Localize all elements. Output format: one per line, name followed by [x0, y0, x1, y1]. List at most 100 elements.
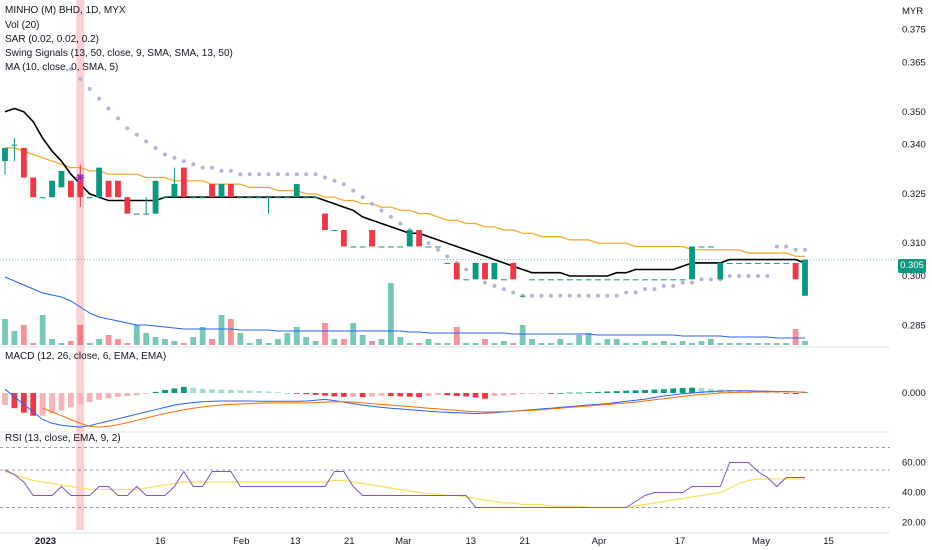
macd-histogram-bar [651, 389, 658, 393]
candle [773, 262, 780, 264]
candle [58, 170, 65, 188]
candle [679, 279, 686, 281]
candle [237, 197, 244, 199]
macd-histogram-bar [482, 393, 488, 399]
sar-dot [605, 293, 610, 298]
candle-body [256, 197, 263, 199]
legend-sar[interactable]: SAR (0.02, 0.02, 0.2) [5, 34, 99, 45]
volume-bar [2, 319, 8, 345]
legend-swing-signals[interactable]: Swing Signals (13, 50, close, 9, SMA, SM… [5, 48, 233, 59]
sar-dot [210, 165, 215, 170]
candle-body [529, 279, 535, 281]
candle-body [322, 213, 328, 231]
price-tick-label: 0.340 [902, 140, 926, 151]
sar-dot [567, 293, 572, 298]
rsi-pane[interactable] [0, 447, 890, 509]
sar-dot [181, 159, 186, 164]
sar-dot [247, 172, 252, 177]
macd-histogram-bar [792, 393, 799, 395]
candle-body [331, 230, 338, 232]
candle-body [491, 262, 498, 280]
macd-histogram-bar [20, 393, 27, 413]
candle-body [275, 197, 281, 199]
legend-vol[interactable]: Vol (20) [5, 20, 40, 31]
candle [707, 246, 714, 248]
sar-dot [661, 283, 666, 288]
volume-pane[interactable] [2, 276, 808, 345]
candle [397, 246, 404, 248]
macd-histogram-bar [30, 393, 37, 416]
volume-bar [105, 335, 112, 345]
macd-histogram-bar [152, 391, 159, 393]
legend-macd[interactable]: MACD (12, 26, close, 6, EMA, EMA) [5, 351, 167, 362]
rsi-ma-line [4, 470, 805, 509]
candle [39, 197, 46, 199]
price-pane[interactable] [0, 67, 895, 298]
volume-bar [529, 339, 535, 345]
rsi-line [4, 462, 805, 508]
macd-histogram-bar [547, 393, 554, 394]
candle-body [218, 184, 225, 198]
sar-dot [266, 172, 271, 177]
legend-title[interactable]: MINHO (M) BHD, 1D, MYX [5, 5, 126, 16]
candle-body [20, 147, 27, 178]
volume-bar [595, 343, 601, 345]
candle-body [670, 279, 677, 281]
macd-pane[interactable] [2, 386, 808, 428]
volume-bar [190, 337, 197, 345]
legend-ma[interactable]: MA (10, close, 0, SMA, 5) [5, 62, 119, 73]
macd-histogram-bar [595, 391, 601, 393]
sar-dot [445, 254, 450, 259]
macd-histogram-bar [802, 392, 808, 394]
sar-dot [323, 175, 327, 180]
volume-bar [209, 339, 215, 345]
pane-separators [0, 346, 890, 534]
volume-bar [284, 333, 291, 345]
candle [566, 279, 573, 281]
candle [491, 262, 498, 280]
x-tick-label: 21 [344, 536, 355, 547]
candle-body [58, 170, 65, 188]
macd-histogram-bar [670, 388, 677, 393]
volume-bar [482, 339, 488, 345]
volume-bar [604, 339, 611, 345]
sar-dot [690, 280, 695, 285]
candle-body [162, 197, 168, 199]
macd-histogram-bar [623, 390, 630, 393]
macd-histogram-bar [444, 393, 451, 396]
candle [538, 279, 545, 281]
macd-histogram-bar [218, 389, 225, 393]
legend-rsi[interactable]: RSI (13, close, EMA, 9, 2) [5, 433, 121, 444]
volume-bar [265, 343, 272, 345]
volume-bar [689, 343, 695, 345]
volume-bar [180, 343, 187, 345]
candle [378, 246, 385, 248]
macd-histogram-bar [190, 387, 197, 393]
volume-bar [435, 343, 441, 345]
volume-bar [322, 323, 328, 345]
volume-bar [773, 343, 780, 345]
volume-bar [124, 343, 131, 345]
candle-body [435, 246, 441, 248]
sar-dot [191, 162, 196, 167]
volume-bar [802, 341, 808, 345]
candle-body [152, 180, 159, 214]
candle-body [425, 246, 432, 248]
ma-line [4, 107, 806, 277]
candle [463, 279, 470, 281]
sar-dot [379, 208, 384, 213]
volume-bar [472, 343, 479, 345]
candle [359, 246, 366, 248]
candle-body [303, 197, 310, 199]
macd-histogram-bar [783, 393, 790, 394]
candle [256, 197, 263, 199]
signal-highlight-rect [76, 0, 85, 530]
sar-dot [388, 214, 393, 219]
candle-body [397, 246, 404, 248]
volume-bar [444, 343, 451, 345]
volume-bar [67, 341, 74, 345]
candle [322, 213, 328, 231]
price-tick-label: 0.285 [902, 320, 926, 331]
candle [755, 262, 761, 264]
macd-histogram-bar [331, 393, 338, 397]
